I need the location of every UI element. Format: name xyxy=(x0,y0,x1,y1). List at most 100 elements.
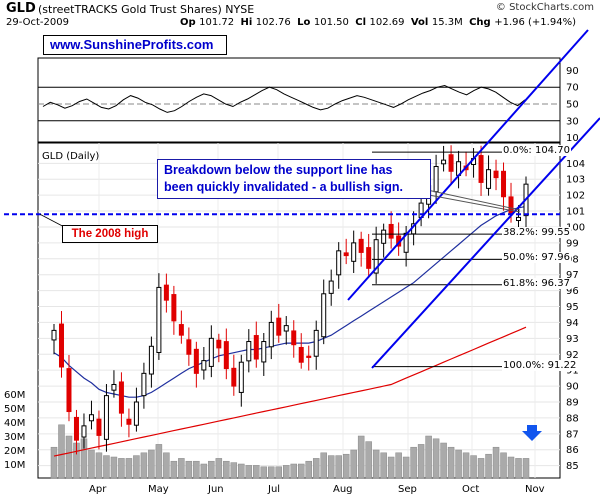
volume-bar xyxy=(312,458,320,479)
volume-bar xyxy=(417,444,425,479)
candle-body xyxy=(261,341,267,363)
volume-bar xyxy=(208,460,215,479)
quote-value-chg: +1.96 (+1.94%) xyxy=(494,17,576,28)
candle-body xyxy=(433,166,439,193)
volume-bar xyxy=(350,449,357,479)
quote-value-hi: 102.76 xyxy=(255,17,298,28)
volume-bar xyxy=(193,460,200,479)
website-label[interactable]: www.SunshineProfits.com xyxy=(43,35,227,55)
annotation-pointer xyxy=(417,187,521,211)
quote-label-cl: Cl xyxy=(355,17,370,28)
volume-bar xyxy=(477,458,485,479)
volume-bar xyxy=(88,449,95,479)
symbol-description: (streetTRACKS Gold Trust Shares) xyxy=(38,3,222,16)
candle-body xyxy=(373,239,379,274)
volume-tick-label: 20M xyxy=(4,446,25,457)
candle-body xyxy=(133,401,139,426)
volume-bar xyxy=(395,452,402,479)
volume-bar xyxy=(387,456,395,479)
fib-label: 50.0%: 97.96 xyxy=(502,252,571,264)
rsi-tick-label: 50 xyxy=(566,100,579,111)
x-tick-label: Jun xyxy=(207,484,224,495)
ma-short-line xyxy=(53,205,527,398)
candle-body xyxy=(178,324,184,336)
quote-label-vol: Vol xyxy=(410,17,432,28)
price-tick-label: 104 xyxy=(566,159,585,170)
fib-label: 100.0%: 91.22 xyxy=(502,359,578,371)
symbol: GLD xyxy=(6,1,36,16)
candle-body xyxy=(508,196,514,215)
volume-bar xyxy=(410,446,417,479)
price-tick-label: 100 xyxy=(566,222,585,233)
candle-body xyxy=(96,418,102,436)
volume-bar xyxy=(305,460,312,479)
candle-body xyxy=(103,395,109,440)
volume-bar xyxy=(432,438,440,479)
volume-bar xyxy=(425,435,432,479)
annotation-line-2: been quickly invalidated - a bullish sig… xyxy=(164,180,403,194)
x-tick-label: Apr xyxy=(89,484,107,495)
candle-body xyxy=(276,317,282,336)
volume-bar xyxy=(50,446,58,479)
volume-bar xyxy=(297,463,305,479)
price-tick-label: 86 xyxy=(566,445,579,456)
volume-tick-label: 40M xyxy=(4,418,25,429)
volume-bar xyxy=(230,462,238,479)
candle-body xyxy=(321,293,327,338)
candle-body xyxy=(381,229,387,244)
volume-bar xyxy=(372,449,380,479)
candle-body xyxy=(223,341,229,370)
price-tick-label: 88 xyxy=(566,413,579,424)
candle-body xyxy=(118,381,124,414)
volume-tick-label: 30M xyxy=(4,432,25,443)
rsi-tick-label: 30 xyxy=(566,116,579,127)
fib-label: 0.0%: 104.70 xyxy=(502,145,571,157)
candle-body xyxy=(306,355,312,358)
candle-body xyxy=(336,250,342,276)
volume-bar xyxy=(125,458,133,479)
quote-value-cl: 102.69 xyxy=(369,17,411,28)
candle-body xyxy=(238,361,244,393)
x-tick-label: May xyxy=(148,484,169,495)
x-tick-label: Oct xyxy=(462,484,479,495)
volume-bar xyxy=(118,458,125,479)
volume-bar xyxy=(357,435,365,479)
candle-body xyxy=(148,345,154,375)
x-tick-label: Sep xyxy=(398,484,417,495)
volume-bar xyxy=(155,444,163,479)
volume-bar xyxy=(327,455,335,479)
candle-body xyxy=(486,169,492,189)
candle-body xyxy=(171,294,177,322)
x-tick-label: Jul xyxy=(267,484,280,495)
volume-bar xyxy=(133,455,140,479)
price-tick-label: 89 xyxy=(566,397,579,408)
volume-bar xyxy=(163,452,170,479)
rsi-tick-label: 10 xyxy=(566,133,579,144)
price-tick-label: 99 xyxy=(566,238,579,249)
price-tick-label: 94 xyxy=(566,318,579,329)
volume-bar xyxy=(500,452,507,479)
volume-bar xyxy=(283,465,290,479)
candle-body xyxy=(208,337,214,367)
candle-body xyxy=(313,329,319,357)
volume-bar xyxy=(103,455,110,479)
candle-body xyxy=(51,329,57,341)
candle-body xyxy=(81,425,87,438)
volume-bar xyxy=(455,449,462,479)
price-tick-label: 103 xyxy=(566,175,585,186)
price-tick-label: 92 xyxy=(566,350,579,361)
volume-bar xyxy=(492,446,500,479)
volume-bar xyxy=(522,458,530,479)
candle-body xyxy=(88,414,94,422)
price-tick-label: 85 xyxy=(566,461,579,472)
candle-body xyxy=(193,348,199,374)
volume-bar xyxy=(507,456,515,479)
price-tick-label: 102 xyxy=(566,191,585,202)
volume-bar xyxy=(470,455,477,479)
annotation-box: Breakdown below the support line has bee… xyxy=(157,159,431,199)
volume-bar xyxy=(402,456,410,479)
candle-body xyxy=(448,154,454,172)
price-tick-label: 90 xyxy=(566,382,579,393)
